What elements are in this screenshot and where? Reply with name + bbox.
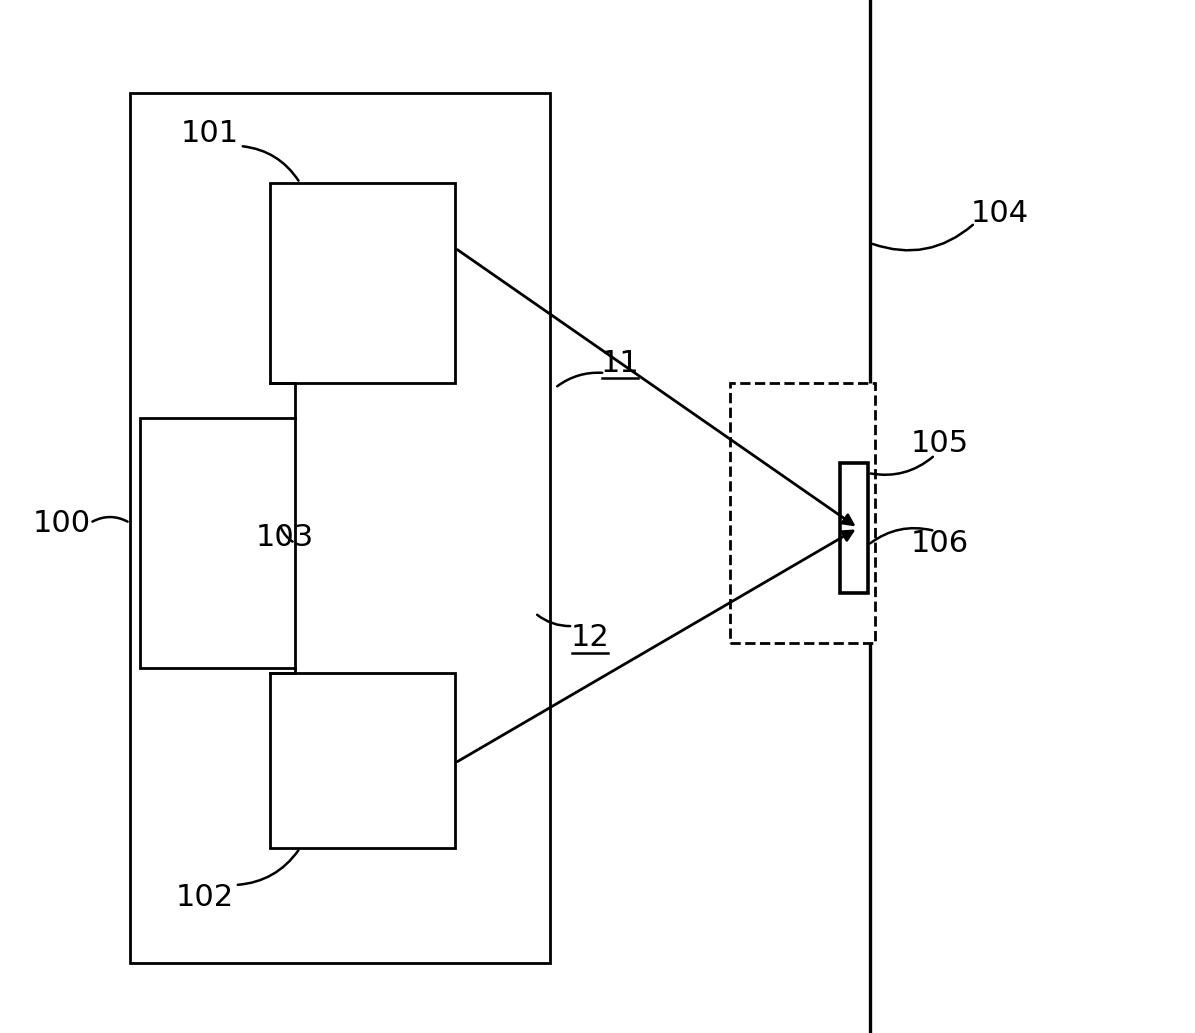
FancyArrowPatch shape — [557, 373, 602, 386]
FancyArrowPatch shape — [870, 528, 932, 543]
Bar — [130, 93, 550, 963]
Bar — [270, 183, 455, 383]
Text: 104: 104 — [970, 198, 1029, 227]
Bar — [140, 418, 295, 668]
Bar — [730, 383, 875, 643]
Text: 100: 100 — [33, 508, 91, 537]
FancyArrowPatch shape — [872, 225, 973, 250]
FancyArrowPatch shape — [871, 457, 933, 475]
Text: 105: 105 — [911, 429, 969, 458]
FancyArrowPatch shape — [537, 615, 570, 626]
Bar — [840, 463, 868, 593]
Bar — [270, 674, 455, 848]
Text: 106: 106 — [911, 529, 969, 558]
FancyArrowPatch shape — [243, 147, 299, 181]
FancyArrowPatch shape — [238, 850, 299, 885]
Text: 11: 11 — [601, 348, 639, 377]
FancyArrowPatch shape — [92, 516, 128, 522]
FancyArrowPatch shape — [281, 528, 293, 541]
Text: 103: 103 — [256, 524, 314, 553]
Text: 101: 101 — [180, 119, 239, 148]
Text: 102: 102 — [176, 883, 234, 912]
Text: 12: 12 — [571, 624, 609, 653]
